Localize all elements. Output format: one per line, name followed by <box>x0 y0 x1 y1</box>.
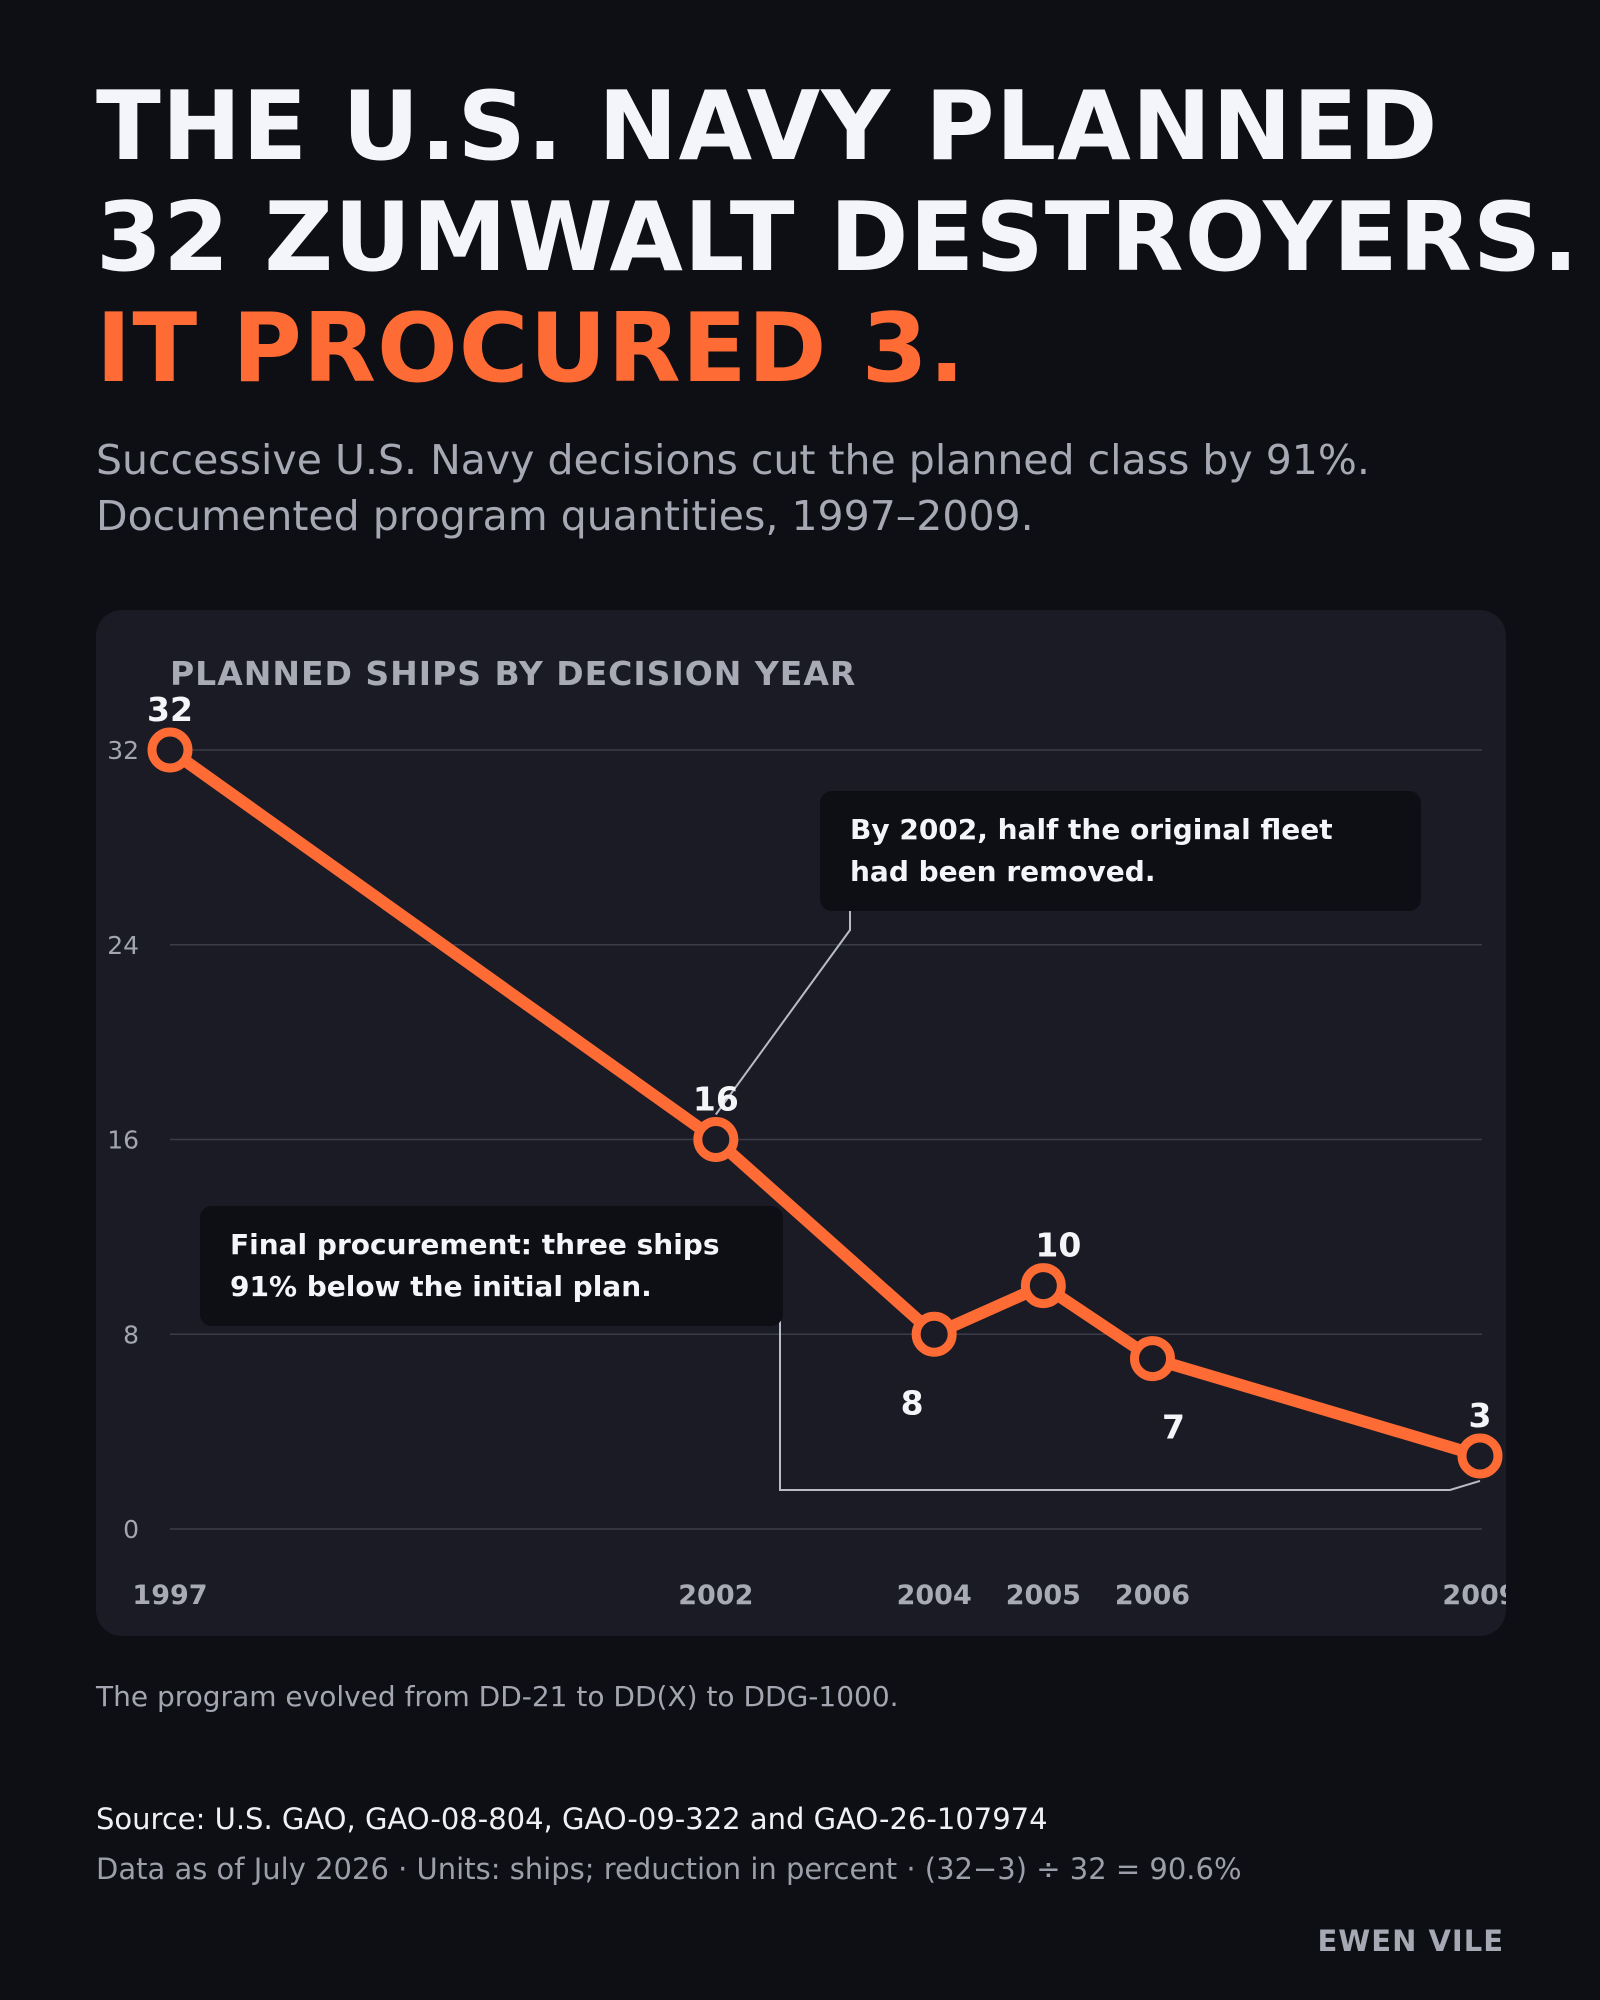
data-point <box>693 1117 739 1162</box>
data-label: 10 <box>1035 1226 1081 1265</box>
annotation-text: By 2002, half the original fleet <box>850 813 1333 846</box>
annotation-text: had been removed. <box>850 855 1155 888</box>
subtitle: Successive U.S. Navy decisions cut the p… <box>96 432 1536 544</box>
headline-line-2: 32 ZUMWALT DESTROYERS. <box>96 183 1580 293</box>
annotation-box <box>200 1206 783 1326</box>
y-tick-label: 32 <box>107 736 139 765</box>
author-signature: EWEN VILE <box>1317 1924 1504 1958</box>
program-note: The program evolved from DD-21 to DD(X) … <box>96 1680 899 1713</box>
data-point <box>911 1311 957 1357</box>
x-tick-label: 2005 <box>1006 1580 1081 1611</box>
chart-panel: PLANNED SHIPS BY DECISION YEAR 0 8 16 24 32 19… <box>96 610 1506 1636</box>
headline: THE U.S. NAVY PLANNED 32 ZUMWALT DESTROY… <box>96 72 1580 405</box>
chart-title: PLANNED SHIPS BY DECISION YEAR <box>170 654 856 693</box>
data-label: 3 <box>1469 1396 1492 1435</box>
data-point <box>147 727 193 773</box>
data-label: 32 <box>147 690 193 729</box>
data-note: Data as of July 2026 · Units: ships; red… <box>96 1852 1242 1886</box>
data-label: 7 <box>1162 1408 1185 1447</box>
x-tick-label: 2004 <box>897 1580 972 1611</box>
data-point <box>1130 1336 1175 1382</box>
data-label: 16 <box>693 1080 739 1119</box>
y-tick-label: 24 <box>107 931 139 960</box>
subtitle-line-1: Successive U.S. Navy decisions cut the p… <box>96 436 1370 484</box>
data-point <box>1457 1433 1503 1479</box>
line-chart: PLANNED SHIPS BY DECISION YEAR 0 8 16 24 32 19… <box>107 654 1506 1611</box>
series-line <box>164 744 1486 1462</box>
x-tick-label: 1997 <box>132 1580 207 1611</box>
annotation-leader-line <box>715 910 851 1116</box>
y-tick-label: 0 <box>123 1515 139 1544</box>
y-tick-label: 16 <box>107 1126 139 1155</box>
source-line: Source: U.S. GAO, GAO-08-804, GAO-09-322… <box>96 1802 1048 1836</box>
y-tick-label: 8 <box>123 1320 139 1349</box>
data-label: 8 <box>901 1383 924 1422</box>
data-point <box>1020 1263 1066 1309</box>
headline-line-1: THE U.S. NAVY PLANNED <box>96 72 1439 182</box>
x-tick-label: 2006 <box>1115 1580 1190 1611</box>
x-tick-label: 2002 <box>678 1580 753 1611</box>
headline-line-3: IT PROCURED 3. <box>96 294 966 404</box>
x-tick-label: 2009 <box>1442 1580 1506 1611</box>
annotation-bracket-line <box>779 1264 1481 1491</box>
annotation-text: 91% below the initial plan. <box>230 1270 652 1303</box>
annotation-text: Final procurement: three ships <box>230 1228 720 1261</box>
subtitle-line-2: Documented program quantities, 1997–2009… <box>96 492 1034 540</box>
annotation-box <box>820 791 1421 911</box>
